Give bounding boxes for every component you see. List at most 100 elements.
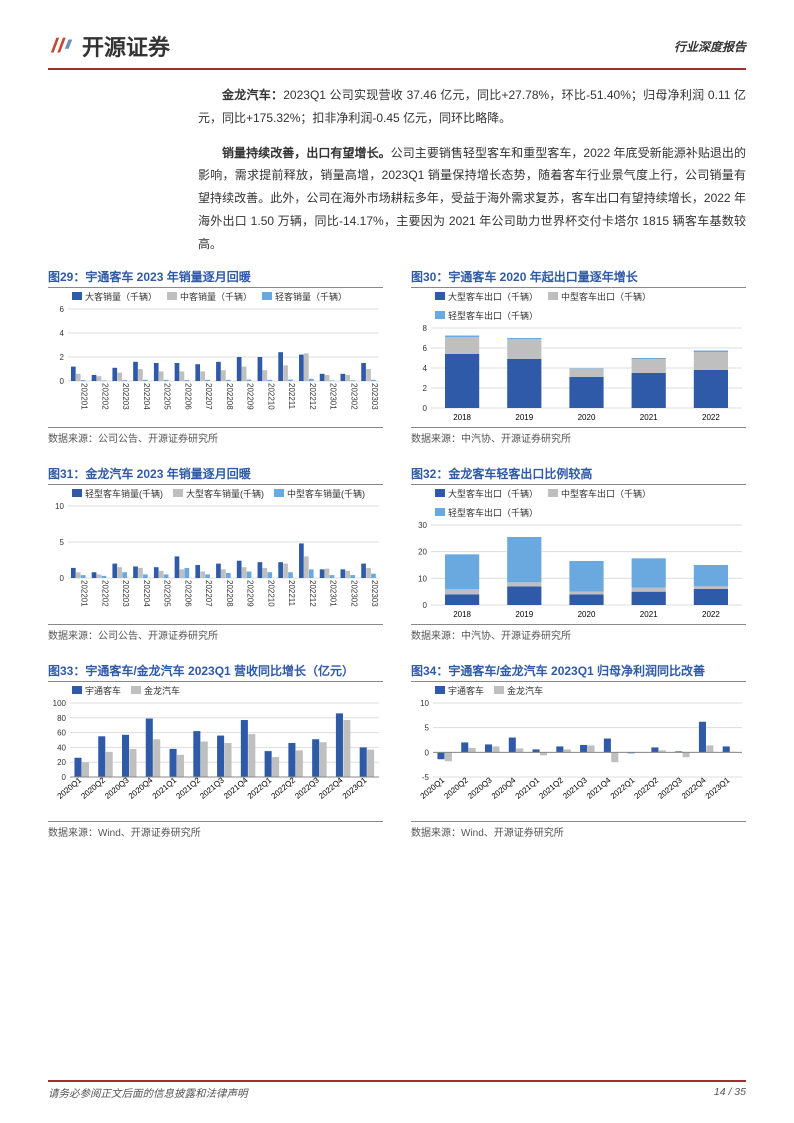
legend-label: 轻型客车出口（千辆） — [448, 309, 538, 322]
legend-label: 中型客车出口（千辆） — [561, 487, 651, 500]
svg-text:0: 0 — [62, 773, 67, 782]
svg-text:80: 80 — [57, 713, 66, 722]
svg-text:2022Q4: 2022Q4 — [680, 775, 708, 801]
svg-text:2021Q3: 2021Q3 — [561, 775, 589, 801]
chart-33: 图33：宇通客车/金龙汽车 2023Q1 营收同比增长（亿元） 宇通客车金龙汽车… — [48, 662, 383, 839]
legend-label: 中客销量（千辆） — [180, 290, 252, 303]
svg-text:2020: 2020 — [578, 610, 596, 619]
svg-text:20: 20 — [57, 758, 66, 767]
brand-logo: 开源证券 — [48, 30, 170, 62]
svg-text:2021Q4: 2021Q4 — [585, 775, 613, 801]
svg-text:60: 60 — [57, 728, 66, 737]
legend-item: 中型客车出口（千辆） — [548, 487, 651, 500]
legend-swatch — [131, 686, 141, 694]
chart-legend: 大客销量（千辆） 中客销量（千辆） 轻客销量（千辆） — [48, 290, 383, 303]
paragraph-1: 金龙汽车：2023Q1 公司实现营收 37.46 亿元，同比+27.78%，环比… — [198, 84, 746, 130]
svg-text:2021: 2021 — [640, 413, 658, 422]
svg-text:2020: 2020 — [578, 413, 596, 422]
legend-swatch — [262, 292, 272, 300]
svg-text:2021Q1: 2021Q1 — [151, 775, 179, 801]
svg-text:2020Q3: 2020Q3 — [103, 775, 131, 801]
header-rule — [48, 68, 746, 70]
svg-text:0: 0 — [423, 601, 428, 610]
legend-item: 大型客车销量(千辆) — [173, 487, 264, 500]
svg-text:6: 6 — [423, 344, 428, 353]
chart-31: 图31：金龙汽车 2023 年销量逐月回暖 轻型客车销量(千辆)大型客车销量(千… — [48, 465, 383, 642]
svg-text:2021Q1: 2021Q1 — [514, 775, 542, 801]
chart-29: 图29：宇通客车 2023 年销量逐月回暖 大客销量（千辆） 中客销量（千辆） 轻客… — [48, 268, 383, 445]
brand-name: 开源证券 — [82, 30, 170, 62]
legend-item: 中客销量（千辆） — [167, 290, 252, 303]
svg-text:2022Q4: 2022Q4 — [317, 775, 345, 801]
legend-item: 中型客车出口（千辆） — [548, 290, 651, 303]
svg-text:2022Q2: 2022Q2 — [632, 775, 660, 801]
svg-text:2020Q4: 2020Q4 — [127, 775, 155, 801]
svg-text:4: 4 — [60, 329, 65, 338]
svg-text:6: 6 — [60, 305, 65, 314]
legend-item: 大客销量（千辆） — [72, 290, 157, 303]
chart-title: 图34：宇通客车/金龙汽车 2023Q1 归母净利润同比改善 — [411, 662, 746, 682]
legend-swatch — [167, 292, 177, 300]
svg-text:2022Q1: 2022Q1 — [246, 775, 274, 801]
svg-text:100: 100 — [53, 699, 67, 708]
svg-text:2021Q2: 2021Q2 — [174, 775, 202, 801]
svg-text:10: 10 — [420, 699, 429, 708]
chart-source: 数据来源：中汽协、开源证券研究所 — [411, 427, 746, 445]
legend-swatch — [548, 292, 558, 300]
legend-label: 轻型客车销量(千辆) — [85, 487, 163, 500]
svg-text:2020Q1: 2020Q1 — [56, 775, 84, 801]
svg-text:5: 5 — [60, 538, 65, 547]
doc-type: 行业深度报告 — [674, 38, 746, 55]
p1-lead: 金龙汽车： — [222, 88, 283, 102]
chart-30: 图30：宇通客车 2020 年起出口量逐年增长 大型客车出口（千辆） 中型客车出口… — [411, 268, 746, 445]
svg-text:2021Q3: 2021Q3 — [198, 775, 226, 801]
page-header: 开源证券 行业深度报告 — [48, 30, 746, 62]
legend-item: 中型客车销量(千辆) — [274, 487, 365, 500]
legend-swatch — [72, 489, 82, 497]
svg-text:2022Q1: 2022Q1 — [609, 775, 637, 801]
legend-swatch — [435, 508, 445, 516]
chart-source: 数据来源：中汽协、开源证券研究所 — [411, 624, 746, 642]
chart-grid: 图29：宇通客车 2023 年销量逐月回暖 大客销量（千辆） 中客销量（千辆） 轻客… — [48, 268, 746, 839]
svg-text:2020Q3: 2020Q3 — [466, 775, 494, 801]
svg-text:2021Q4: 2021Q4 — [222, 775, 250, 801]
p2-lead: 销量持续改善，出口有望增长。 — [222, 146, 391, 160]
svg-text:2020Q2: 2020Q2 — [79, 775, 107, 801]
chart-title: 图30：宇通客车 2020 年起出口量逐年增长 — [411, 268, 746, 288]
legend-swatch — [72, 292, 82, 300]
legend-label: 宇通客车 — [85, 684, 121, 697]
legend-item: 宇通客车 — [72, 684, 121, 697]
chart-title: 图29：宇通客车 2023 年销量逐月回暖 — [48, 268, 383, 288]
legend-item: 轻型客车出口（千辆） — [435, 506, 538, 519]
svg-text:0: 0 — [423, 404, 428, 413]
chart-title: 图32：金龙客车轻客出口比例较高 — [411, 465, 746, 485]
svg-text:40: 40 — [57, 743, 66, 752]
chart-source: 数据来源：公司公告、开源证券研究所 — [48, 427, 383, 445]
chart-legend: 大型客车出口（千辆） 中型客车出口（千辆） 轻型客车出口（千辆） — [411, 487, 746, 519]
svg-text:2019: 2019 — [515, 610, 533, 619]
svg-text:10: 10 — [55, 502, 64, 511]
legend-label: 金龙汽车 — [507, 684, 543, 697]
svg-text:2018: 2018 — [453, 413, 471, 422]
svg-text:2020Q2: 2020Q2 — [442, 775, 470, 801]
legend-item: 轻客销量（千辆） — [262, 290, 347, 303]
legend-label: 大型客车出口（千辆） — [448, 487, 538, 500]
legend-swatch — [435, 292, 445, 300]
legend-item: 轻型客车销量(千辆) — [72, 487, 163, 500]
chart-source: 数据来源：Wind、开源证券研究所 — [411, 821, 746, 839]
svg-text:0: 0 — [60, 574, 65, 583]
svg-text:2022Q3: 2022Q3 — [293, 775, 321, 801]
svg-text:2021: 2021 — [640, 610, 658, 619]
svg-text:2: 2 — [423, 384, 428, 393]
legend-label: 金龙汽车 — [144, 684, 180, 697]
svg-text:5: 5 — [425, 723, 430, 732]
legend-item: 大型客车出口（千辆） — [435, 290, 538, 303]
legend-label: 中型客车销量(千辆) — [287, 487, 365, 500]
svg-text:2022Q2: 2022Q2 — [269, 775, 297, 801]
legend-label: 中型客车出口（千辆） — [561, 290, 651, 303]
svg-text:2022: 2022 — [702, 610, 720, 619]
svg-text:2023Q1: 2023Q1 — [704, 775, 732, 801]
svg-text:0: 0 — [425, 748, 430, 757]
svg-text:0: 0 — [60, 377, 65, 386]
footer-rule — [48, 1080, 746, 1082]
